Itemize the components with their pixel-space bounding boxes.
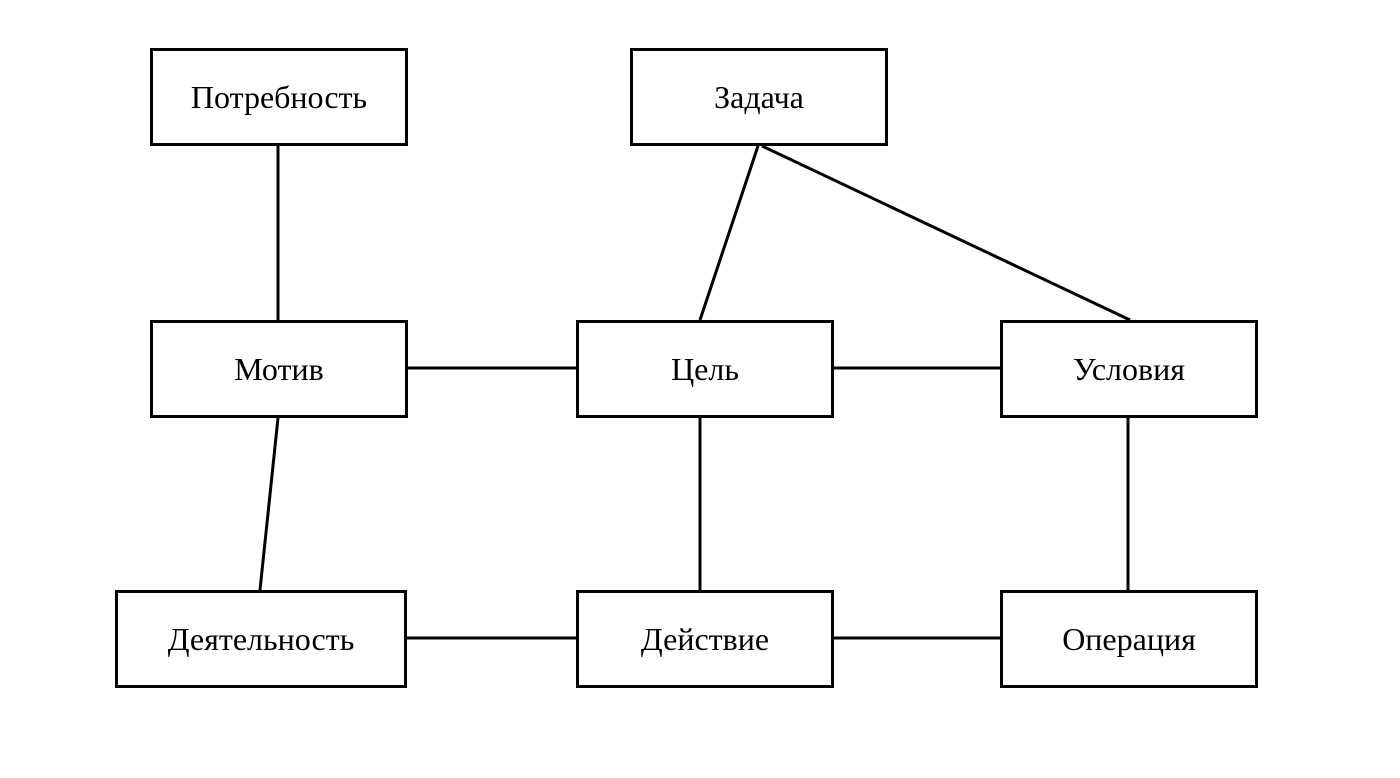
node-operatsiya: Операция — [1000, 590, 1258, 688]
edge-motiv-deyatelnost — [260, 418, 278, 590]
node-deyatelnost: Деятельность — [115, 590, 407, 688]
node-potrebnost: Потребность — [150, 48, 408, 146]
node-label: Действие — [641, 621, 769, 658]
node-usloviya: Условия — [1000, 320, 1258, 418]
edge-zadacha-usloviya — [762, 146, 1130, 320]
node-zadacha: Задача — [630, 48, 888, 146]
edge-zadacha-tsel — [700, 146, 758, 320]
node-tsel: Цель — [576, 320, 834, 418]
node-label: Потребность — [191, 79, 367, 116]
node-label: Деятельность — [168, 621, 355, 658]
node-label: Условия — [1073, 351, 1185, 388]
activity-theory-diagram: Потребность Задача Мотив Цель Условия Де… — [0, 0, 1400, 778]
node-deystvie: Действие — [576, 590, 834, 688]
node-motiv: Мотив — [150, 320, 408, 418]
node-label: Задача — [714, 79, 804, 116]
node-label: Цель — [671, 351, 739, 388]
node-label: Мотив — [234, 351, 323, 388]
node-label: Операция — [1062, 621, 1196, 658]
